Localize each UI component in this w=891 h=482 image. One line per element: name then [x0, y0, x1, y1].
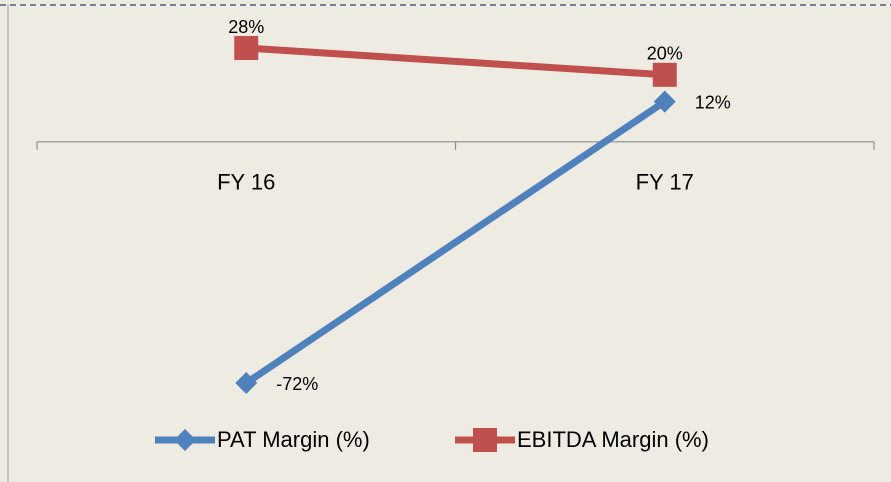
line [246, 44, 665, 79]
legend-label: PAT Margin (%) [217, 427, 370, 452]
marker [653, 90, 676, 113]
marker [235, 372, 258, 394]
line [244, 98, 667, 386]
marker [234, 36, 259, 60]
marker [473, 428, 497, 452]
x-tick-label: FY 17 [636, 170, 694, 195]
marker [652, 62, 677, 87]
data-label: 20% [647, 44, 683, 64]
data-label: -72% [276, 374, 318, 394]
data-label: 28% [228, 17, 264, 37]
legend-label: EBITDA Margin (%) [517, 427, 709, 452]
data-label: 12% [695, 92, 731, 112]
marker [174, 429, 196, 451]
x-tick-label: FY 16 [217, 170, 275, 195]
